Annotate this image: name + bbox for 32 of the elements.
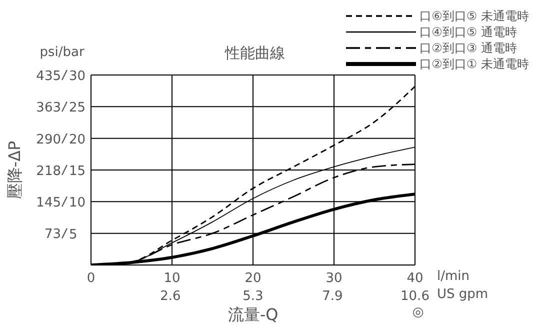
text: US gpm [437, 287, 488, 302]
x2-tick-label: 10.6 [400, 289, 430, 304]
x-tick-label: 10 [164, 271, 180, 286]
y2-tick-label: 25 [69, 100, 86, 116]
text: 口⑥到口⑤ 未通電時 [420, 8, 529, 24]
y-tick-label: 218 [36, 164, 61, 179]
text: 口②到口① 未通電時 [420, 56, 529, 72]
y-tick-label: 363 [36, 100, 61, 116]
x-tick-label: 0 [86, 271, 96, 286]
x2-tick-label: 2.6 [160, 289, 181, 304]
x2-tick-label: 5.3 [242, 289, 264, 304]
x-tick-label: 40 [406, 271, 424, 286]
x-axis-title: 流量-Q [228, 305, 278, 324]
y2-tick-label: 30 [69, 69, 86, 84]
text: 口④到口⑤ 通電時 [420, 24, 517, 40]
y-axis-title: 壓降-ΔP [5, 140, 24, 200]
x-tick-label: 20 [244, 271, 262, 286]
x-tick-label: 30 [326, 271, 342, 286]
text: 口②到口③ 通電時 [420, 40, 517, 56]
y-tick-label: 290 [36, 132, 61, 148]
y-tick-label: 73 [44, 227, 61, 242]
y2-tick-label: 20 [69, 132, 86, 148]
y2-tick-label: 5 [69, 227, 78, 242]
text: psi/bar [40, 45, 85, 60]
chart-title: 性能曲線 [224, 44, 285, 62]
y2-tick-label: 15 [69, 164, 86, 179]
text: ◎ [412, 305, 424, 320]
y-tick-label: 145 [36, 196, 61, 211]
y2-tick-label: 10 [69, 196, 86, 211]
y-tick-label: 435 [36, 69, 61, 84]
x2-tick-label: 7.9 [322, 289, 343, 304]
text: l/min [437, 269, 470, 284]
